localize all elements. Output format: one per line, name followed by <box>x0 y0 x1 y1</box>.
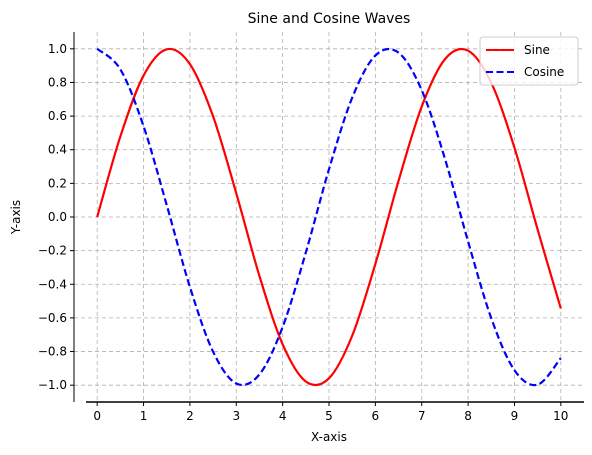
x-tick-label-0: 0 <box>93 409 101 423</box>
x-tick-label-1: 1 <box>140 409 148 423</box>
y-tick-label-1: −0.8 <box>38 345 67 359</box>
x-tick-label-2: 2 <box>186 409 194 423</box>
x-tick-label-3: 3 <box>232 409 240 423</box>
y-tick-label-5: 0.0 <box>48 210 67 224</box>
x-tick-label-8: 8 <box>464 409 472 423</box>
x-tick-label-7: 7 <box>418 409 426 423</box>
legend-label-cosine: Cosine <box>524 65 564 79</box>
x-tick-label-4: 4 <box>279 409 287 423</box>
y-tick-label-9: 0.8 <box>48 75 67 89</box>
y-axis-ticks: −1.0 −0.8 −0.6 −0.4 −0.2 0.0 0.2 0.4 0.6 0.8 1.0 <box>38 42 74 392</box>
x-tick-label-5: 5 <box>325 409 333 423</box>
legend: Sine Cosine <box>479 36 579 86</box>
y-tick-label-8: 0.6 <box>48 109 67 123</box>
x-axis-ticks: 0 1 2 3 4 5 6 7 8 9 10 <box>93 402 568 423</box>
grid <box>74 32 584 402</box>
y-tick-label-7: 0.4 <box>48 143 67 157</box>
y-tick-label-4: −0.2 <box>38 244 67 258</box>
chart-title: Sine and Cosine Waves <box>248 11 411 27</box>
y-tick-label-3: −0.4 <box>38 277 67 291</box>
x-axis-title: X-axis <box>311 430 347 444</box>
y-tick-label-0: −1.0 <box>38 378 67 392</box>
legend-label-sine: Sine <box>524 43 550 57</box>
x-tick-label-10: 10 <box>553 409 568 423</box>
x-tick-label-6: 6 <box>372 409 380 423</box>
x-tick-label-9: 9 <box>511 409 519 423</box>
y-tick-label-10: 1.0 <box>48 42 67 56</box>
y-tick-label-2: −0.6 <box>38 311 67 325</box>
y-tick-label-6: 0.2 <box>48 176 67 190</box>
y-axis-title: Y-axis <box>9 200 23 235</box>
